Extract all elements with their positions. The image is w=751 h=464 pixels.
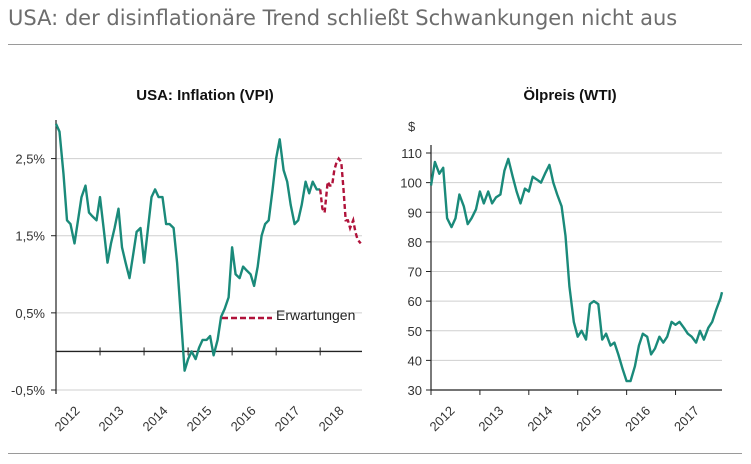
oil-y-ticks: 110 100 90 80 70 60 50 40 30 (400, 146, 431, 398)
cpi-x-tick-label: 2012 (52, 403, 83, 434)
page-title: USA: der disinflationäre Trend schließt … (8, 6, 678, 30)
cpi-gridlines (56, 158, 362, 391)
oil-y-tick-label: 60 (408, 294, 422, 309)
oil-y-tick-label: 90 (408, 205, 422, 220)
cpi-x-tick-label: 2015 (184, 403, 215, 434)
legend-label: Erwartungen (276, 307, 355, 323)
oil-chart: Ölpreis (WTI) $ 110 100 90 80 70 60 50 40 30 201… (400, 87, 724, 434)
oil-x-tick-label: 2016 (622, 403, 653, 434)
oil-gridlines (431, 152, 722, 361)
cpi-x-tick-label: 2018 (316, 403, 347, 434)
cpi-series-line (54, 123, 321, 372)
oil-series-line (429, 157, 724, 383)
oil-x-tick-label: 2012 (427, 403, 458, 434)
oil-y-tick-label: 80 (408, 235, 422, 250)
cpi-y-tick-label: -0,5% (11, 383, 45, 398)
cpi-forecast-line (319, 156, 362, 245)
oil-y-tick-label: 70 (408, 265, 422, 280)
cpi-x-tick-label: 2016 (228, 403, 259, 434)
oil-x-tick-label: 2015 (573, 403, 604, 434)
bottom-divider (8, 453, 742, 454)
cpi-legend: Erwartungen (222, 307, 355, 323)
oil-y-tick-label: 100 (400, 176, 422, 191)
cpi-y-tick-label: 1,5% (15, 229, 45, 244)
cpi-y-tick-label: 0,5% (15, 306, 45, 321)
cpi-x-ticks: 2012 2013 2014 2015 2016 2017 2018 (52, 347, 347, 434)
oil-x-ticks: 2012 2013 2014 2015 2016 2017 (427, 390, 702, 434)
oil-y-tick-label: 40 (408, 353, 422, 368)
cpi-x-tick-label: 2013 (96, 403, 127, 434)
oil-y-unit: $ (408, 119, 416, 134)
oil-y-tick-label: 50 (408, 324, 422, 339)
cpi-x-tick-label: 2017 (272, 403, 303, 434)
oil-y-tick-label: 30 (408, 383, 422, 398)
oil-x-tick-label: 2017 (671, 403, 702, 434)
oil-x-tick-label: 2013 (475, 403, 506, 434)
cpi-chart: USA: Inflation (VPI) 2,5% 1,5% 0,5% -0,5% 2… (11, 87, 362, 434)
cpi-x-tick-label: 2014 (140, 403, 171, 434)
cpi-chart-title: USA: Inflation (VPI) (136, 87, 274, 104)
title-divider (8, 44, 742, 45)
cpi-y-ticks: 2,5% 1,5% 0,5% -0,5% (11, 152, 56, 398)
oil-x-tick-label: 2014 (524, 403, 555, 434)
cpi-y-tick-label: 2,5% (15, 152, 45, 167)
oil-y-tick-label: 110 (401, 146, 422, 161)
oil-chart-title: Ölpreis (WTI) (523, 87, 616, 104)
